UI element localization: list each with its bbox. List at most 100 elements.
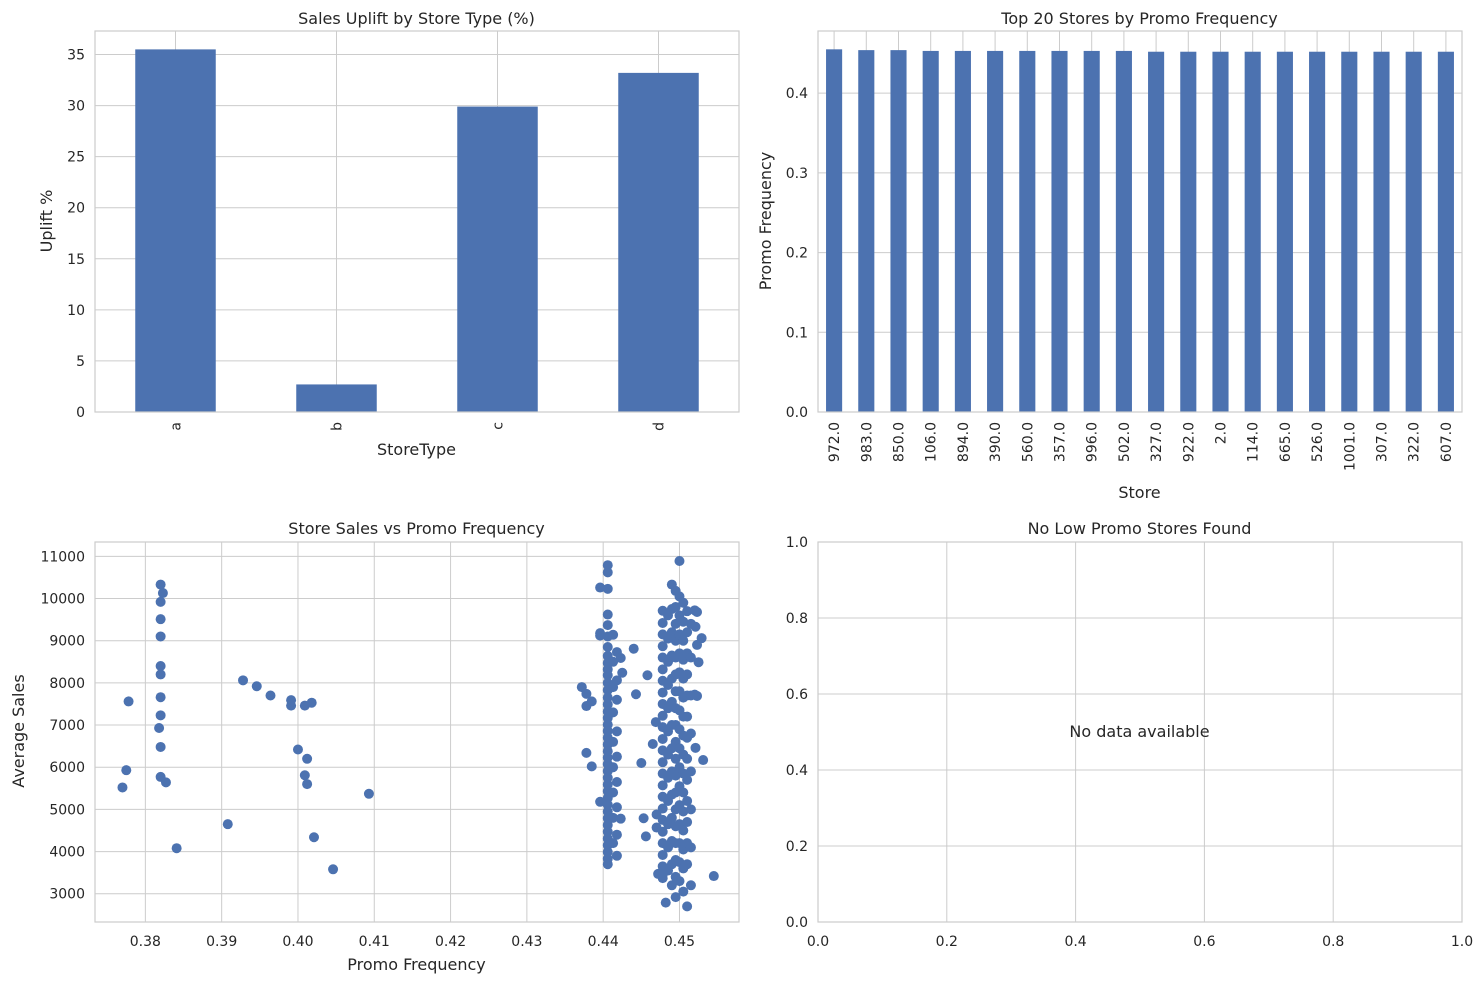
x-tick-label: 0.8 [1322,934,1344,950]
plot-frame [817,30,1463,413]
data-point [647,739,658,750]
y-tick-label: 0.3 [786,166,808,182]
data-point [615,813,626,824]
data-point [657,780,668,791]
data-point [602,567,613,578]
bar [457,106,538,412]
data-point [682,859,693,870]
data-point [602,583,613,594]
data-point [586,761,597,772]
x-tick-label: 0.39 [206,934,237,950]
data-point [121,765,132,776]
data-point [608,736,619,747]
data-point [685,766,696,777]
data-point [638,813,649,824]
plot-frame [94,541,740,923]
data-point [286,700,297,711]
y-tick-label: 0 [76,405,85,421]
x-tick-label: 0.45 [664,934,695,950]
x-tick-label: d [652,422,668,431]
bar [1437,51,1454,413]
bars [826,49,1454,413]
y-axis-label: Promo Frequency [756,152,775,291]
data-point [685,652,696,663]
data-point [615,652,626,663]
x-tick-label: 0.40 [282,934,313,950]
bar [1212,51,1229,413]
data-point [155,741,166,752]
sales-vs-promo-scatter-chart: Store Sales vs Promo Frequency Promo Fre… [9,519,740,974]
data-point [611,675,622,686]
x-tick-label: 1001.0 [1342,422,1358,471]
data-point [692,690,703,701]
y-tick-label: 0.8 [786,611,808,627]
data-point [670,892,681,903]
y-tick-label: 15 [67,252,85,268]
y-tick-label: 5000 [49,802,85,818]
data-point [251,681,262,692]
data-point [595,796,606,807]
y-tick-label: 8000 [49,676,85,692]
data-point [685,880,696,891]
data-point [678,616,689,627]
x-tick-label: 2.0 [1214,422,1230,444]
bar [296,384,377,412]
data-point [602,670,613,681]
data-point [611,802,622,813]
data-point [611,751,622,762]
bar [826,49,843,412]
x-tick-label: 390.0 [988,422,1004,462]
data-point [302,779,313,790]
data-point [690,621,701,632]
data-point [581,747,592,758]
y-tick-label: 5 [76,354,85,370]
data-point [678,806,689,817]
data-point [657,710,668,721]
data-point [657,641,668,652]
x-axis-label: Store [1118,483,1160,502]
y-tick-label: 0.1 [786,325,808,341]
bar [954,50,971,412]
y-tick-label: 35 [67,47,85,63]
data-point [682,669,693,680]
data-point [602,560,613,571]
data-point [682,627,693,638]
x-tick-label: 0.2 [936,934,958,950]
data-point [306,697,317,708]
data-point [581,688,592,699]
data-point [650,717,661,728]
data-point [155,596,166,607]
data-point [608,656,619,667]
data-point [602,699,613,710]
data-point [674,876,685,887]
no-data-message: No data available [1069,722,1209,741]
chart-title: Top 20 Stores by Promo Frequency [1000,9,1277,28]
data-point [611,850,622,861]
y-tick-label: 9000 [49,634,85,650]
data-point [670,753,681,764]
data-point [155,579,166,590]
data-point [155,669,166,680]
data-point [117,782,128,793]
chart-title: Store Sales vs Promo Frequency [288,519,544,538]
data-point [640,831,651,842]
x-tick-label: 0.38 [130,934,161,950]
y-tick-label: 3000 [49,887,85,903]
data-point [608,707,619,718]
data-point [674,555,685,566]
data-point [155,692,166,703]
y-tick-label: 0.0 [786,915,808,931]
x-tick-label: 322.0 [1407,422,1423,462]
data-point [678,886,689,897]
data-point [660,897,671,908]
data-point [299,770,310,781]
y-tick-label: 25 [67,150,85,166]
x-tick-label: 307.0 [1375,422,1391,462]
bar [618,72,699,412]
data-point [685,804,696,815]
data-point [666,812,677,823]
data-point [682,753,693,764]
data-point [602,859,613,870]
data-point [602,642,613,653]
